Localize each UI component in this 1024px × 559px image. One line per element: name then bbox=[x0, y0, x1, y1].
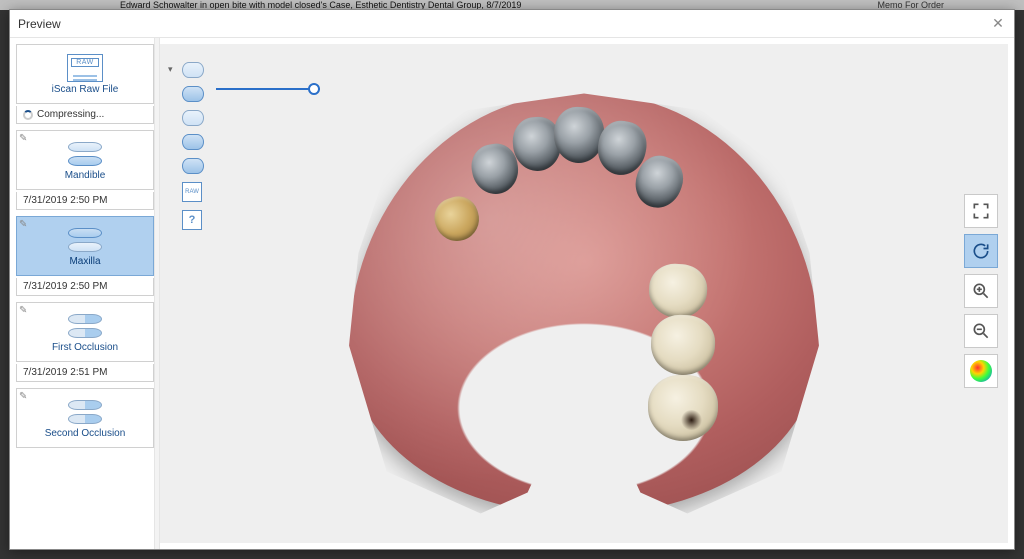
titlebar: Preview ✕ bbox=[10, 10, 1014, 38]
edit-pen-icon[interactable]: ✎ bbox=[19, 219, 27, 230]
thumb-subtext: 7/31/2019 2:50 PM bbox=[23, 281, 108, 292]
edit-pen-icon[interactable]: ✎ bbox=[19, 391, 27, 402]
edit-pen-icon[interactable]: ✎ bbox=[19, 305, 27, 316]
rotate-button[interactable] bbox=[964, 234, 998, 268]
layer-raw-icon[interactable] bbox=[182, 182, 202, 202]
layer-toggle-column: ▾ bbox=[182, 62, 204, 230]
fit-view-button[interactable] bbox=[964, 194, 998, 228]
zoom-in-button[interactable] bbox=[964, 274, 998, 308]
spinner-icon bbox=[23, 110, 33, 120]
occl-arch-icon bbox=[63, 312, 107, 340]
edit-pen-icon[interactable]: ✎ bbox=[19, 133, 27, 144]
thumb-iscan-raw-file[interactable]: iScan Raw File bbox=[16, 44, 154, 104]
layer-upper-solid[interactable] bbox=[182, 86, 204, 102]
window-content: iScan Raw File Compressing... ✎ Mandible 7/3… bbox=[10, 38, 1014, 549]
thumb-subtext: Compressing... bbox=[37, 109, 104, 120]
thumb-label: Second Occlusion bbox=[45, 428, 126, 439]
slider-thumb[interactable] bbox=[308, 83, 320, 95]
dental-model[interactable] bbox=[349, 93, 819, 513]
heatmap-icon bbox=[970, 360, 992, 382]
preview-window: Preview ✕ iScan Raw File Compressing... ✎ M… bbox=[9, 9, 1015, 550]
collapse-chevron-icon[interactable]: ▾ bbox=[168, 64, 173, 75]
layer-stack-combined[interactable] bbox=[182, 158, 204, 174]
thumb-subtext: 7/31/2019 2:50 PM bbox=[23, 195, 108, 206]
thumb-mandible[interactable]: ✎ Mandible bbox=[16, 130, 154, 190]
viewer-canvas[interactable]: ▾ bbox=[160, 44, 1008, 543]
thumb-subline: 7/31/2019 2:50 PM bbox=[16, 278, 154, 296]
zoom-out-button[interactable] bbox=[964, 314, 998, 348]
thumb-first-occlusion[interactable]: ✎ First Occlusion bbox=[16, 302, 154, 362]
thumb-subline: 7/31/2019 2:50 PM bbox=[16, 192, 154, 210]
thumb-subtext: 7/31/2019 2:51 PM bbox=[23, 367, 108, 378]
thumb-second-occlusion[interactable]: ✎ Second Occlusion bbox=[16, 388, 154, 448]
thumb-label: iScan Raw File bbox=[52, 84, 119, 95]
thumb-label: First Occlusion bbox=[52, 342, 118, 353]
occl-arch-icon bbox=[63, 398, 107, 426]
heatmap-button[interactable] bbox=[964, 354, 998, 388]
thumb-label: Maxilla bbox=[69, 256, 100, 267]
layer-upper-shaded[interactable] bbox=[182, 62, 204, 78]
layer-help-icon[interactable] bbox=[182, 210, 202, 230]
window-title: Preview bbox=[18, 17, 61, 31]
slider-track bbox=[216, 88, 320, 90]
enamel-tooth bbox=[648, 375, 718, 441]
maxilla-arch-icon bbox=[63, 226, 107, 254]
raw-file-icon bbox=[67, 54, 103, 82]
mandible-arch-icon bbox=[63, 140, 107, 168]
scan-thumbnail-sidebar: iScan Raw File Compressing... ✎ Mandible 7/3… bbox=[10, 38, 154, 549]
thumb-subline: 7/31/2019 2:51 PM bbox=[16, 364, 154, 382]
close-icon[interactable]: ✕ bbox=[990, 16, 1006, 32]
opacity-slider[interactable] bbox=[216, 82, 320, 96]
layer-lower-solid[interactable] bbox=[182, 134, 204, 150]
thumb-label: Mandible bbox=[65, 170, 106, 181]
thumb-maxilla[interactable]: ✎ Maxilla bbox=[16, 216, 154, 276]
viewer-tool-column bbox=[964, 194, 998, 388]
thumb-subline: Compressing... bbox=[16, 106, 154, 124]
layer-lower-shaded[interactable] bbox=[182, 110, 204, 126]
